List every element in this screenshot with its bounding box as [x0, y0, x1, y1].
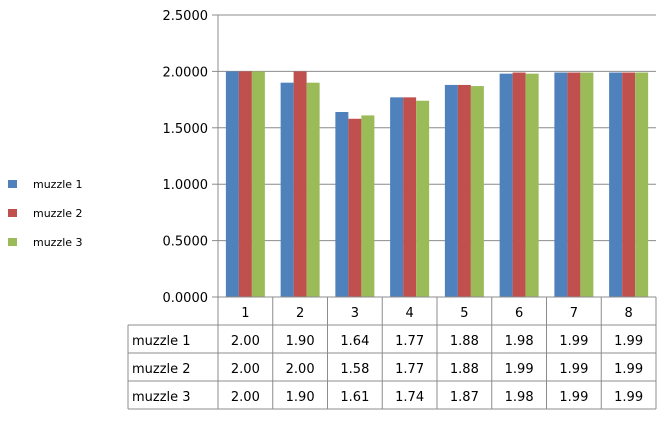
table-row-label: muzzle 2 — [132, 362, 191, 377]
table-cell: 1.99 — [559, 334, 588, 349]
table-cell: 1.77 — [395, 334, 424, 349]
bar-muzzle-1-2 — [280, 82, 294, 298]
legend-swatch — [8, 238, 17, 246]
table-row-label: muzzle 1 — [132, 334, 191, 349]
bar-muzzle-3-1 — [251, 71, 265, 298]
category-label: 2 — [296, 306, 304, 321]
category-label: 6 — [515, 306, 523, 321]
legend: muzzle 1 muzzle 2 muzzle 3 — [8, 178, 83, 249]
bar-muzzle-3-7 — [580, 72, 594, 297]
table-cell: 1.74 — [395, 390, 424, 405]
table-cell: 1.58 — [340, 362, 369, 377]
legend-label: muzzle 3 — [33, 236, 83, 249]
table-cell: 1.98 — [505, 390, 534, 405]
table-cell: 1.90 — [286, 390, 315, 405]
table-row-label: muzzle 3 — [132, 390, 191, 405]
table-cell: 1.99 — [559, 390, 588, 405]
bars — [225, 71, 649, 298]
bar-muzzle-2-5 — [457, 84, 471, 297]
bar-muzzle-3-8 — [635, 72, 649, 297]
y-tick-label: 0.5000 — [163, 235, 209, 250]
table-cell: 1.99 — [559, 362, 588, 377]
category-label: 8 — [624, 306, 632, 321]
table-cell: 1.88 — [450, 334, 479, 349]
bar-muzzle-1-6 — [499, 73, 513, 297]
bar-muzzle-2-6 — [512, 72, 526, 297]
table-cell: 1.99 — [614, 362, 643, 377]
legend-label: muzzle 2 — [33, 207, 83, 220]
table-cell: 1.77 — [395, 362, 424, 377]
table-cell: 1.61 — [340, 390, 369, 405]
y-tick-label: 2.5000 — [163, 9, 209, 24]
bar-muzzle-3-3 — [361, 115, 375, 297]
y-axis: 0.0000 0.5000 1.0000 1.5000 2.0000 2.5000 — [163, 9, 219, 306]
bar-muzzle-3-2 — [306, 82, 320, 298]
bar-muzzle-1-4 — [390, 97, 404, 298]
y-tick-label: 1.5000 — [163, 122, 209, 137]
legend-swatch — [8, 209, 17, 217]
table-cell: 1.99 — [614, 334, 643, 349]
bar-muzzle-1-1 — [225, 71, 239, 298]
legend-swatch — [8, 180, 17, 188]
y-tick-label: 1.0000 — [163, 178, 209, 193]
bar-muzzle-1-7 — [554, 72, 568, 297]
category-label: 4 — [405, 306, 413, 321]
table-cell: 1.98 — [505, 334, 534, 349]
bar-muzzle-2-7 — [567, 72, 581, 297]
category-label: 3 — [351, 306, 359, 321]
table-cell: 1.87 — [450, 390, 479, 405]
bar-muzzle-1-5 — [444, 84, 458, 297]
category-label: 1 — [241, 306, 249, 321]
bar-muzzle-1-3 — [335, 112, 349, 298]
bar-muzzle-2-8 — [622, 72, 636, 297]
category-label: 5 — [460, 306, 468, 321]
table-cell: 2.00 — [231, 334, 260, 349]
table-cell: 1.99 — [505, 362, 534, 377]
bar-muzzle-3-6 — [525, 73, 539, 297]
data-table: 1 2 3 4 5 6 7 8 muzzle 1 2.00 1.90 1.64 1.77 1.88 1.98… — [127, 296, 657, 410]
table-cell: 1.90 — [286, 334, 315, 349]
y-tick-label: 0.0000 — [163, 291, 209, 306]
bar-muzzle-2-3 — [348, 118, 362, 297]
legend-label: muzzle 1 — [33, 178, 83, 191]
table-cell: 2.00 — [231, 362, 260, 377]
bar-muzzle-2-1 — [238, 71, 252, 298]
y-tick-label: 2.0000 — [163, 65, 209, 80]
table-cell: 1.64 — [340, 334, 369, 349]
bar-muzzle-2-2 — [293, 71, 307, 298]
bar-muzzle-2-4 — [403, 97, 417, 298]
bar-muzzle-3-5 — [470, 86, 484, 298]
table-cell: 1.88 — [450, 362, 479, 377]
bar-muzzle-3-4 — [416, 100, 430, 297]
table-cell: 2.00 — [231, 390, 260, 405]
category-label: 7 — [570, 306, 578, 321]
bar-muzzle-1-8 — [609, 72, 623, 297]
table-cell: 2.00 — [286, 362, 315, 377]
table-cell: 1.99 — [614, 390, 643, 405]
